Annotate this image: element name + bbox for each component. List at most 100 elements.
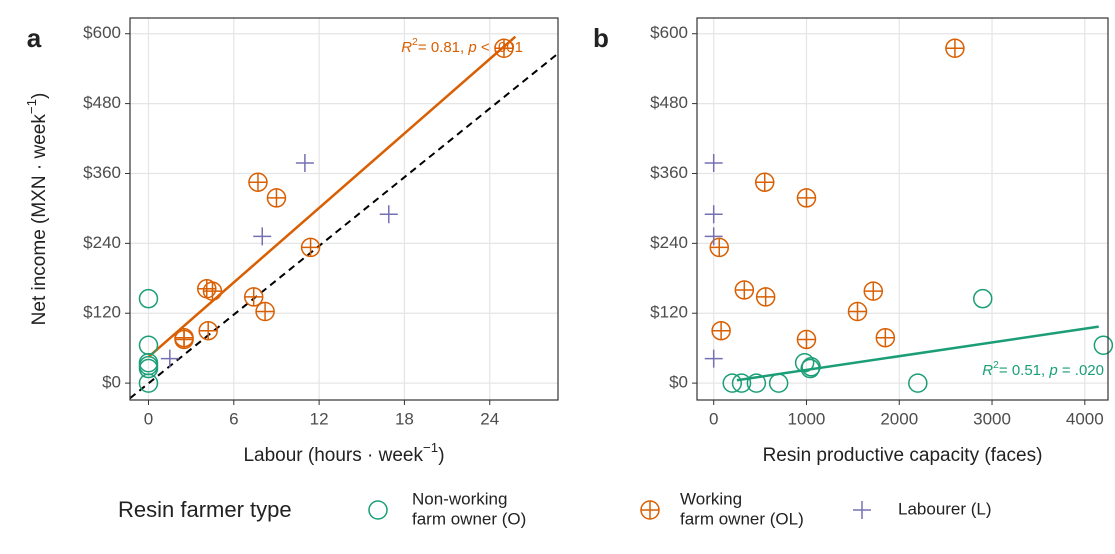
point xyxy=(801,357,821,377)
point-circle xyxy=(731,373,752,393)
point xyxy=(243,287,264,307)
point xyxy=(255,301,275,322)
x-tick-label: 3000 xyxy=(973,409,1011,428)
x-tick-label: 12 xyxy=(310,409,329,428)
point xyxy=(863,281,884,301)
point xyxy=(704,153,723,172)
point xyxy=(734,280,755,300)
y-tick-label: $120 xyxy=(650,303,688,322)
point xyxy=(796,329,817,350)
annotation: R2= 0.51, p = .020 xyxy=(982,359,1104,379)
text-part: R xyxy=(401,39,412,56)
point-circle xyxy=(746,373,767,393)
point-circle xyxy=(908,373,928,393)
point xyxy=(794,352,815,373)
point xyxy=(800,358,820,379)
point-circle xyxy=(768,373,789,393)
panel: $0 $120 $240 $360 $480 $600 0 6 12 18 24 R2= 0.81, … xyxy=(24,17,559,466)
point xyxy=(174,329,194,350)
point xyxy=(755,287,776,307)
x-tick-label: 0 xyxy=(144,409,153,428)
fit-line xyxy=(147,35,517,358)
y-tick-label: $0 xyxy=(669,373,688,392)
annotation: R2= 0.81, p < .001 xyxy=(401,36,523,56)
point-circle xyxy=(1093,335,1114,356)
y-tick-label: $240 xyxy=(83,233,121,252)
plot-border xyxy=(129,17,559,401)
text-part: = .020 xyxy=(1058,362,1104,379)
point-circle xyxy=(138,373,159,393)
y-tick-label: $240 xyxy=(650,233,688,252)
point xyxy=(711,320,731,341)
x-tick-label: 1000 xyxy=(788,409,826,428)
y-tick-label: $600 xyxy=(83,23,121,42)
point xyxy=(248,172,268,192)
text-part: = 0.51, xyxy=(999,362,1049,379)
legend-symbol xyxy=(640,500,660,520)
legend-label: farm owner (OL) xyxy=(680,509,804,528)
text-part: 2 xyxy=(412,36,418,48)
point xyxy=(138,358,159,379)
point xyxy=(908,373,928,393)
text-part: Resin productive capacity (faces) xyxy=(763,445,1043,466)
point xyxy=(379,205,398,224)
x-tick-label: 0 xyxy=(709,409,718,428)
point xyxy=(722,373,743,393)
point-circle xyxy=(973,288,993,309)
plot-background xyxy=(697,18,1108,400)
point xyxy=(796,188,817,208)
y-tick-label: $600 xyxy=(650,23,688,42)
point-circle xyxy=(138,288,159,309)
point xyxy=(300,237,321,258)
y-tick-label: $120 xyxy=(83,303,121,322)
text-part: ) xyxy=(438,445,444,466)
text-part: ) xyxy=(29,93,50,99)
text-part: = 0.81, xyxy=(418,39,468,56)
x-axis-label: Resin productive capacity (faces) xyxy=(763,445,1043,466)
point xyxy=(295,153,314,172)
point xyxy=(1093,335,1114,356)
point xyxy=(266,188,287,208)
x-axis-label: Labour (hours · week−1) xyxy=(243,440,444,466)
text-part: R xyxy=(982,362,993,379)
text-part: Labour (hours · week xyxy=(243,445,423,466)
panel: $0 $120 $240 $360 $480 $600 0 1000 2000 3000 4000 R… xyxy=(593,17,1114,466)
x-tick-label: 2000 xyxy=(880,409,918,428)
legend-label: Non-working xyxy=(412,489,507,508)
point xyxy=(731,373,752,393)
point xyxy=(746,373,767,393)
point xyxy=(847,301,868,322)
legend-label: Labourer (L) xyxy=(898,499,992,518)
panel-label: b xyxy=(593,23,609,53)
point xyxy=(704,349,723,368)
point xyxy=(160,349,179,368)
point xyxy=(973,288,993,309)
text-part: < .001 xyxy=(477,39,523,56)
legend-title: Resin farmer type xyxy=(118,497,292,522)
plot-border xyxy=(696,17,1109,401)
point xyxy=(875,327,896,348)
y-axis-label: Net income (MXN · week−1) xyxy=(24,93,50,326)
x-tick-label: 18 xyxy=(395,409,414,428)
point-circle xyxy=(794,352,815,373)
y-tick-label: $360 xyxy=(650,163,688,182)
point xyxy=(768,373,789,393)
point-circle xyxy=(800,358,820,379)
point xyxy=(202,281,223,301)
point xyxy=(754,172,775,192)
legend-symbol xyxy=(368,500,388,520)
point xyxy=(494,38,514,59)
point-circle xyxy=(368,500,388,520)
reference-line xyxy=(130,52,558,400)
legend: Resin farmer type Non-working farm owner (… xyxy=(118,489,992,528)
point xyxy=(138,288,159,309)
legend-symbol xyxy=(853,501,871,519)
text-part: Net income (MXN · week xyxy=(29,114,50,326)
point-circle xyxy=(801,357,821,377)
point xyxy=(704,227,723,246)
point-circle xyxy=(138,358,159,379)
x-tick-label: 6 xyxy=(229,409,238,428)
y-tick-label: $360 xyxy=(83,163,121,182)
fit-line xyxy=(736,325,1099,382)
